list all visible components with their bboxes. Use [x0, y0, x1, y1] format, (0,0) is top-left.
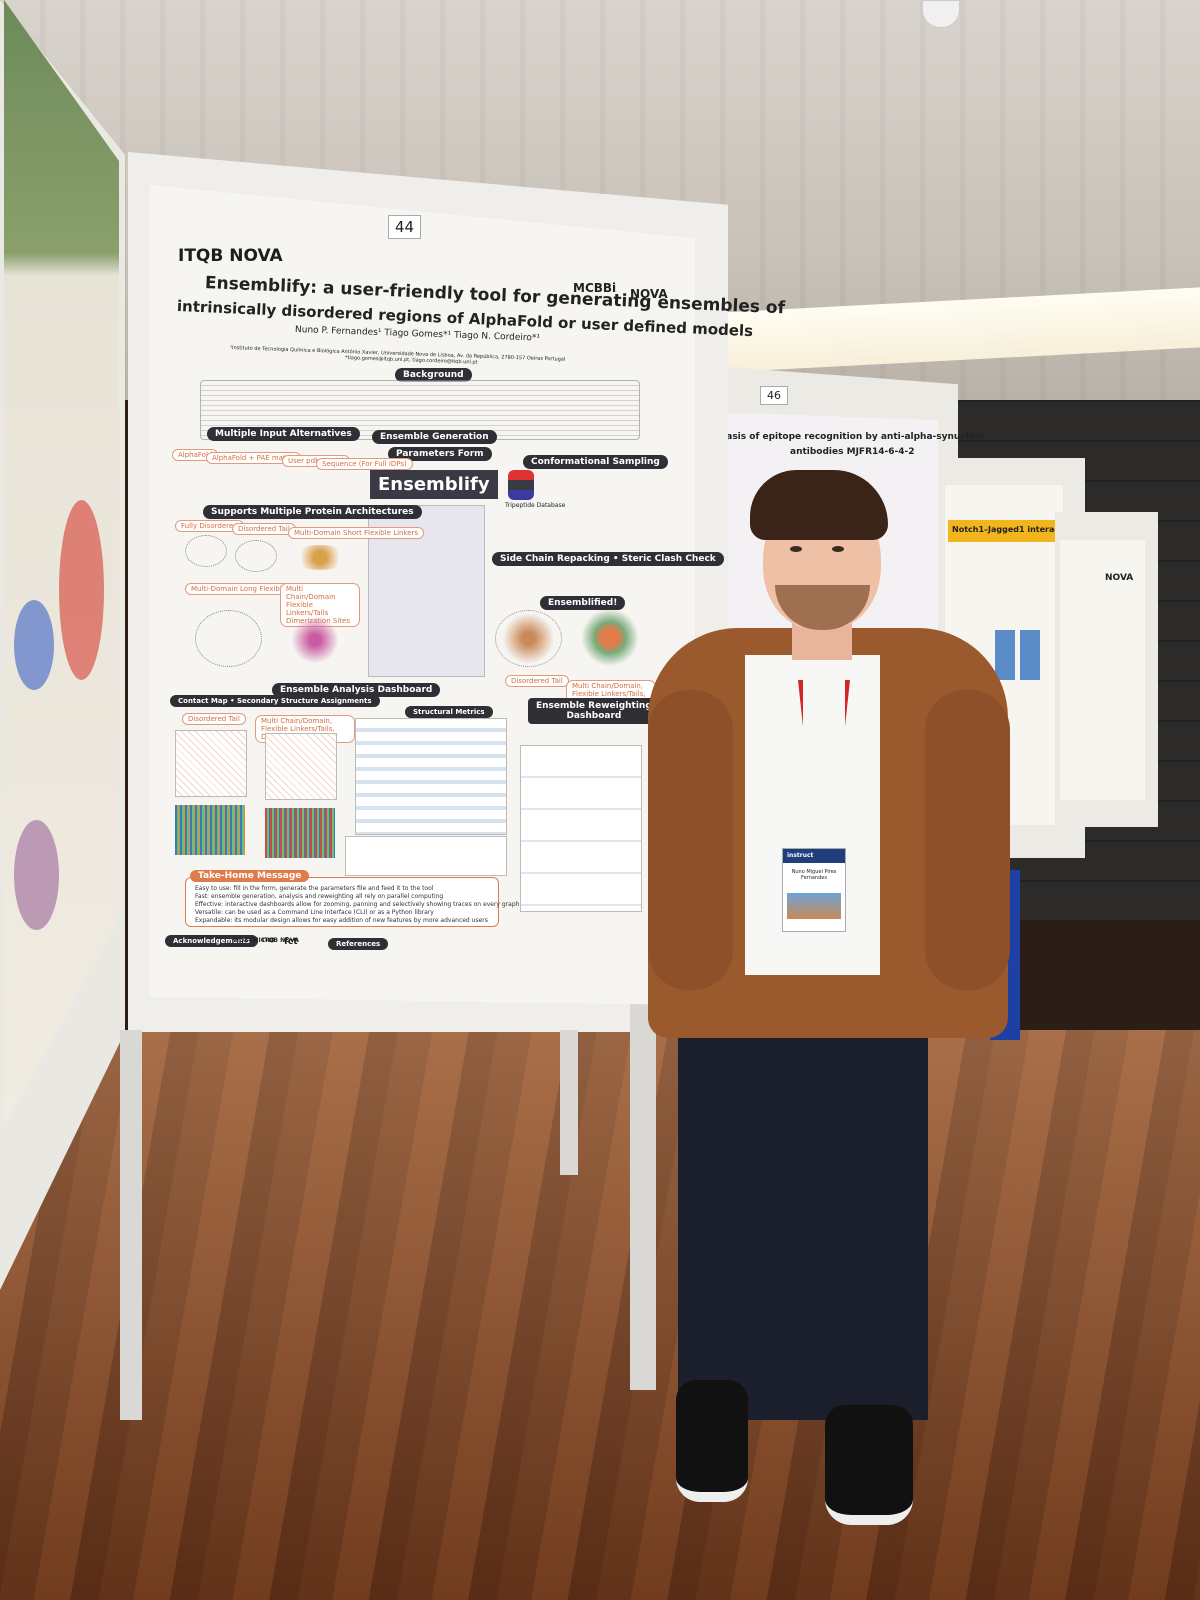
section-analysis-dashboard: Ensemble Analysis Dashboard [272, 683, 441, 697]
section-reweighting-dashboard-line: Ensemble Reweighting [536, 701, 652, 711]
take-home-line: Easy to use: fill in the form, generate … [195, 885, 434, 892]
tripeptide-database-label: Tripeptide Database [505, 502, 566, 509]
board-leg [630, 1000, 656, 1390]
itqb-logo: ITQB NOVA [178, 246, 283, 266]
partner-logo: NOVA [630, 287, 668, 301]
distribution-plots [345, 836, 507, 876]
eye [790, 546, 802, 552]
protein-structure-image [185, 535, 227, 567]
input-pill: AlphaFold + PAE matrix [206, 452, 301, 464]
section-side-chain: Side Chain Repacking • Steric Clash Chec… [492, 552, 724, 566]
protein-structure-image [235, 540, 277, 572]
badge-event: instruct [787, 852, 814, 859]
partner-logo: MCBBi [573, 281, 617, 295]
right-shoe [825, 1405, 913, 1525]
neighbor-poster-title: ...asis of epitope recognition by anti-a… [716, 432, 985, 442]
floor-shine [0, 1030, 1200, 1600]
contact-map-plot [175, 730, 247, 797]
secondary-structure-plot [175, 805, 245, 855]
architecture-pill: Multi-Domain Short Flexible Linkers [288, 527, 425, 539]
left-sleeve [648, 690, 733, 990]
section-architectures: Supports Multiple Protein Architectures [203, 505, 422, 519]
section-reweighting-dashboard: Ensemble Reweighting Dashboard [528, 698, 660, 724]
ensemblify-logo: Ensemblify [370, 470, 498, 499]
board-leg [560, 1030, 578, 1175]
hair [750, 470, 888, 540]
protein-structure-image [290, 610, 340, 670]
section-parameters-form: Parameters Form [388, 447, 492, 461]
badge-header: instruct [783, 849, 845, 863]
contact-map-plot [265, 733, 337, 800]
section-contact-map: Contact Map • Secondary Structure Assign… [170, 695, 380, 707]
left-leg [688, 1100, 793, 1400]
poster-47-header [948, 520, 1056, 542]
section-take-home: Take-Home Message [190, 870, 310, 882]
take-home-line: Effective: interactive dashboards allow … [195, 901, 520, 908]
footer-logo: MOSTMICRO [233, 937, 275, 944]
take-home-line: Expandable: its modular design allows fo… [195, 917, 488, 924]
section-reweighting-dashboard-line: Dashboard [566, 711, 622, 721]
footer-logo: ITQB NOVA [262, 937, 299, 944]
protein-structure-image [290, 545, 350, 570]
structural-metrics-plots [355, 718, 507, 835]
left-poster-figure [14, 600, 54, 690]
smoke-detector [922, 0, 960, 28]
section-background: Background [395, 368, 472, 382]
acknowledgements-label: Acknowledgements [165, 935, 258, 947]
left-shoe [676, 1380, 748, 1502]
secondary-structure-plot [265, 808, 335, 858]
analysis-pill: Disordered Tail [182, 713, 246, 725]
poster-47-title: Notch1–Jagged1 interaction [952, 525, 1077, 534]
left-poster [4, 0, 119, 1127]
section-input: Multiple Input Alternatives [207, 427, 360, 441]
poster-47-figure [1020, 630, 1040, 680]
section-conformational-sampling: Conformational Sampling [523, 455, 668, 469]
left-poster-figure [14, 820, 59, 930]
footer-logo: fct [284, 937, 298, 947]
take-home-box [185, 877, 499, 927]
poster-47-figure [995, 630, 1015, 680]
left-poster-figure [59, 500, 104, 680]
take-home-line: Fast: ensemble generation, analysis and … [195, 893, 444, 900]
eye [832, 546, 844, 552]
poster-48-logo: NOVA [1105, 573, 1134, 583]
board-leg [120, 1030, 142, 1420]
right-sleeve [925, 690, 1010, 990]
architecture-pill: Fully Disordered [175, 520, 244, 532]
poster-48 [1060, 540, 1145, 800]
references-label: References [328, 938, 389, 950]
poster-number-46: 46 [760, 386, 788, 405]
ensemblified-pill: Disordered Tail [505, 675, 569, 687]
badge-name: Nuno Miguel Pires Fernandes [791, 869, 837, 881]
architecture-pill: Disordered Tail [232, 523, 296, 535]
wood-floor [0, 1030, 1200, 1600]
poster-number: 44 [388, 215, 422, 239]
right-leg [808, 1100, 918, 1410]
input-pill: Sequence (For Full IDPs) [316, 458, 413, 470]
protein-structure-image [580, 605, 640, 670]
badge-photo [787, 893, 841, 919]
section-ensemble-generation: Ensemble Generation [372, 430, 497, 444]
take-home-line: Versatile: can be used as a Command Line… [195, 909, 434, 916]
section-structural-metrics: Structural Metrics [405, 706, 493, 718]
reweighting-plots [520, 745, 642, 912]
protein-structure-image [195, 610, 262, 667]
protein-structure-image [495, 610, 562, 667]
database-icon [508, 470, 534, 500]
name-badge: instruct Nuno Miguel Pires Fernandes [782, 848, 846, 932]
neighbor-poster-title: antibodies MJFR14-6-4-2 [790, 447, 915, 457]
